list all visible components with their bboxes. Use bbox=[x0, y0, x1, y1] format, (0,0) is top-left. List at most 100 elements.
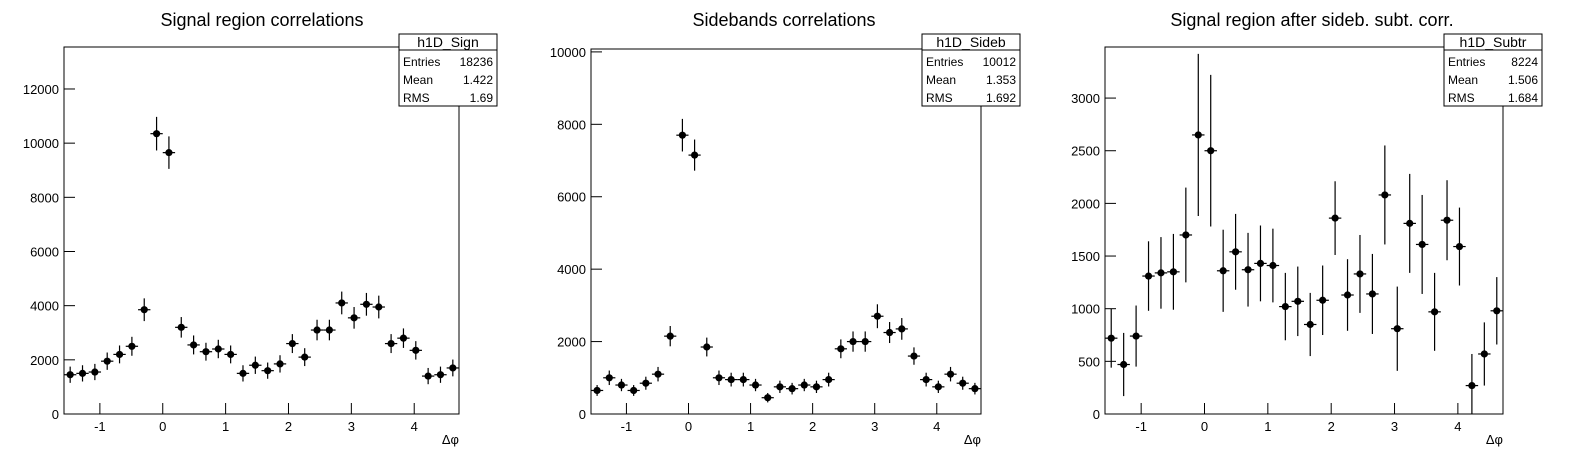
data-point bbox=[190, 341, 198, 349]
data-point bbox=[910, 352, 918, 360]
data-point bbox=[1256, 259, 1265, 268]
stats-value: 1.684 bbox=[1508, 91, 1538, 105]
data-point bbox=[715, 374, 723, 382]
data-point bbox=[313, 326, 321, 334]
data-point bbox=[375, 303, 383, 311]
stats-value: 1.353 bbox=[986, 73, 1016, 87]
x-tick-label: 4 bbox=[411, 419, 418, 434]
y-tick-label: 6000 bbox=[30, 244, 59, 259]
data-point bbox=[264, 367, 272, 375]
data-point bbox=[666, 332, 674, 340]
y-tick-label: 6000 bbox=[557, 190, 586, 205]
data-point bbox=[251, 361, 259, 369]
data-point bbox=[91, 368, 99, 376]
data-point bbox=[152, 130, 161, 138]
y-tick-label: 4000 bbox=[30, 299, 59, 314]
data-point bbox=[103, 357, 111, 365]
y-tick-label: 2000 bbox=[557, 335, 586, 350]
plot-frame bbox=[1104, 46, 1504, 415]
stats-box bbox=[398, 33, 498, 107]
data-point bbox=[1493, 307, 1501, 315]
x-axis-label: Δφ bbox=[442, 432, 459, 447]
x-axis-label: Δφ bbox=[964, 432, 981, 447]
stats-label: Entries bbox=[403, 55, 440, 69]
x-tick-label: 2 bbox=[809, 419, 816, 434]
data-point bbox=[1356, 270, 1364, 278]
data-point bbox=[1393, 325, 1401, 333]
data-point bbox=[690, 151, 699, 159]
x-tick-label: 0 bbox=[159, 419, 166, 434]
data-point bbox=[350, 314, 358, 322]
data-point bbox=[934, 383, 942, 391]
data-point bbox=[1281, 302, 1289, 311]
data-point bbox=[214, 345, 222, 353]
stats-label: Mean bbox=[926, 73, 956, 87]
stats-box bbox=[1443, 33, 1543, 107]
stats-value: 1.69 bbox=[470, 91, 494, 105]
stats-label: RMS bbox=[1448, 91, 1475, 105]
data-point bbox=[449, 364, 457, 372]
data-point bbox=[885, 328, 894, 337]
data-point bbox=[764, 394, 772, 402]
data-point bbox=[1231, 248, 1240, 256]
data-point bbox=[703, 343, 711, 351]
data-point bbox=[898, 325, 906, 333]
data-point bbox=[1182, 231, 1190, 239]
data-point bbox=[1368, 290, 1377, 298]
data-point bbox=[1443, 216, 1451, 224]
x-axis-label: Δφ bbox=[1486, 432, 1503, 447]
chart-title: Sidebands correlations bbox=[692, 10, 875, 30]
data-point bbox=[1480, 350, 1488, 358]
x-tick-label: 4 bbox=[1454, 419, 1461, 434]
y-tick-label: 2500 bbox=[1071, 144, 1100, 159]
data-point bbox=[1269, 261, 1277, 270]
stats-value: 1.422 bbox=[463, 73, 493, 87]
data-point bbox=[436, 371, 445, 379]
data-point bbox=[922, 376, 930, 384]
data-point bbox=[825, 376, 833, 384]
data-point bbox=[873, 312, 882, 320]
x-tick-label: 1 bbox=[747, 419, 754, 434]
data-point bbox=[959, 379, 967, 387]
data-point bbox=[1406, 219, 1414, 227]
data-point bbox=[971, 385, 979, 393]
data-point bbox=[239, 369, 247, 377]
plot-frame bbox=[63, 46, 460, 415]
y-tick-label: 1000 bbox=[1071, 302, 1100, 317]
data-point bbox=[630, 386, 638, 395]
data-point bbox=[338, 299, 346, 307]
data-point bbox=[812, 383, 821, 391]
x-tick-label: 3 bbox=[871, 419, 878, 434]
data-point bbox=[1468, 381, 1476, 390]
data-point bbox=[325, 326, 333, 334]
stats-label: Mean bbox=[1448, 73, 1478, 87]
x-tick-label: 4 bbox=[933, 419, 940, 434]
stats-label: Entries bbox=[1448, 55, 1485, 69]
data-point bbox=[788, 385, 796, 393]
chart-title: Signal region after sideb. subt. corr. bbox=[1170, 10, 1453, 30]
chart-title: Signal region correlations bbox=[160, 10, 363, 30]
data-point bbox=[617, 381, 626, 389]
y-tick-label: 0 bbox=[1093, 407, 1100, 422]
data-point bbox=[177, 323, 185, 331]
y-tick-label: 10000 bbox=[23, 136, 59, 151]
data-point bbox=[78, 369, 87, 377]
data-point bbox=[861, 337, 869, 346]
y-tick-label: 4000 bbox=[557, 262, 586, 277]
stats-label: RMS bbox=[403, 91, 430, 105]
data-point bbox=[140, 306, 148, 314]
data-point bbox=[1194, 131, 1202, 139]
y-tick-label: 8000 bbox=[557, 117, 586, 132]
data-point bbox=[1343, 291, 1352, 299]
data-point bbox=[1294, 297, 1302, 305]
y-tick-label: 0 bbox=[52, 407, 59, 422]
stats-label: Entries bbox=[926, 55, 963, 69]
data-point bbox=[276, 360, 284, 368]
plot-frame bbox=[590, 48, 982, 415]
x-tick-label: 2 bbox=[1328, 419, 1335, 434]
data-point bbox=[1319, 296, 1327, 304]
data-point bbox=[1207, 147, 1215, 155]
y-tick-label: 1500 bbox=[1071, 249, 1100, 264]
